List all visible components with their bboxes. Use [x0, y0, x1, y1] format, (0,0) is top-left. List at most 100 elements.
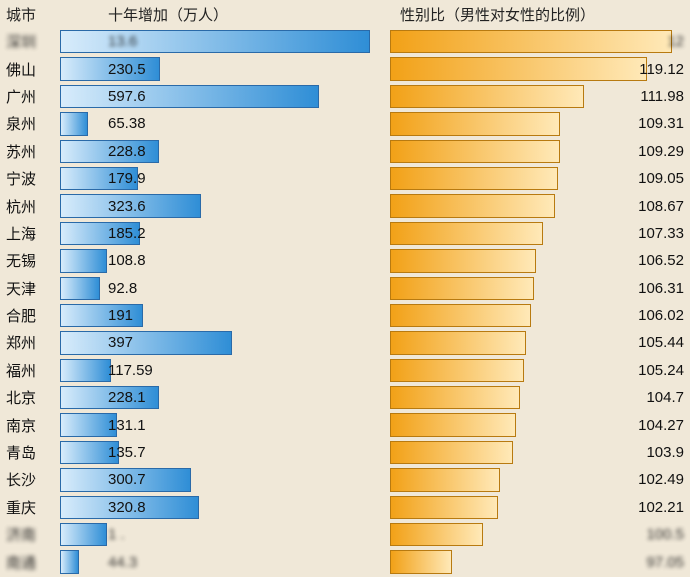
left-cell: 397 [60, 329, 390, 356]
left-value: 65.38 [60, 115, 146, 132]
right-cell: 108.67 [390, 192, 690, 219]
right-cell: 12 [390, 28, 690, 55]
header-city: 城市 [0, 4, 60, 25]
left-cell: 92.8 [60, 275, 390, 302]
right-cell: 102.21 [390, 494, 690, 521]
left-value: 230.5 [60, 61, 146, 78]
right-cell: 107.33 [390, 220, 690, 247]
city-label: 苏州 [0, 141, 60, 162]
right-value: 102.49 [638, 471, 690, 488]
right-value: 106.52 [638, 252, 690, 269]
left-cell: 597.6 [60, 83, 390, 110]
table-row: 杭州323.6 108.67 [0, 192, 690, 219]
city-label: 南京 [0, 415, 60, 436]
left-cell: 65.38 [60, 110, 390, 137]
left-value: 597.6 [60, 88, 146, 105]
right-value: 104.27 [638, 417, 690, 434]
right-bar [390, 468, 500, 491]
city-label: 天津 [0, 278, 60, 299]
left-cell: 228.8 [60, 138, 390, 165]
right-cell: 105.44 [390, 329, 690, 356]
table-row: 重庆320.8 102.21 [0, 494, 690, 521]
table-row: 天津92.8 106.31 [0, 275, 690, 302]
header-row: 城市 十年增加（万人） 性别比（男性对女性的比例） [0, 0, 690, 28]
city-label: 泉州 [0, 113, 60, 134]
table-row: 苏州228.8 109.29 [0, 138, 690, 165]
right-bar [390, 523, 483, 546]
left-value: 191 [60, 307, 133, 324]
city-label: 佛山 [0, 59, 60, 80]
table-row: 青岛135.7103.9 [0, 439, 690, 466]
right-bar [390, 413, 516, 436]
right-bar [390, 277, 534, 300]
left-value: 320.8 [60, 499, 146, 516]
city-label: 深圳 [0, 31, 60, 52]
right-value: 111.98 [640, 88, 690, 105]
right-value: 109.29 [638, 143, 690, 160]
city-label: 合肥 [0, 305, 60, 326]
city-label: 上海 [0, 223, 60, 244]
left-value: 300.7 [60, 471, 146, 488]
right-cell: 103.9 [390, 439, 690, 466]
left-value: 44.3 [60, 554, 137, 571]
right-value: 109.05 [638, 170, 690, 187]
right-cell: 106.31 [390, 275, 690, 302]
right-value: 103.9 [646, 444, 690, 461]
right-value: 108.67 [638, 198, 690, 215]
city-label: 南通 [0, 552, 60, 573]
right-value: 102.21 [638, 499, 690, 516]
left-cell: 185.2 [60, 220, 390, 247]
city-label: 长沙 [0, 469, 60, 490]
table-row: 广州597.6 111.98 [0, 83, 690, 110]
city-label: 杭州 [0, 196, 60, 217]
right-cell: 102.49 [390, 466, 690, 493]
left-cell: 13.6 [60, 28, 390, 55]
city-label: 郑州 [0, 332, 60, 353]
left-value: 185.2 [60, 225, 146, 242]
left-value: 179.9 [60, 170, 146, 187]
left-value: 131.1 [60, 417, 146, 434]
right-bar [390, 304, 531, 327]
right-cell: 97.05 [390, 548, 690, 575]
city-label: 宁波 [0, 168, 60, 189]
city-label: 福州 [0, 360, 60, 381]
table-row: 佛山230.5 119.12 [0, 55, 690, 82]
table-row: 深圳13.612 [0, 28, 690, 55]
table-row: 南京131.1 104.27 [0, 411, 690, 438]
table-row: 北京228.1 104.7 [0, 384, 690, 411]
table-row: 泉州65.38109.31 [0, 110, 690, 137]
table-row: 郑州397105.44 [0, 329, 690, 356]
header-right: 性别比（男性对女性的比例） [390, 4, 690, 25]
left-cell: 320.8 [60, 494, 390, 521]
table-row: 上海185.2 107.33 [0, 220, 690, 247]
city-label: 广州 [0, 86, 60, 107]
right-cell: 105.24 [390, 357, 690, 384]
right-bar [390, 441, 513, 464]
left-cell: 135.7 [60, 439, 390, 466]
right-cell: 119.12 [390, 55, 690, 82]
left-value: 228.1 [60, 389, 146, 406]
left-cell: 108.8 [60, 247, 390, 274]
table-row: 福州117.59105.24 [0, 357, 690, 384]
right-bar [390, 194, 555, 217]
left-cell: 230.5 [60, 55, 390, 82]
left-value: 1 . [60, 526, 125, 543]
right-value: 119.12 [639, 61, 690, 78]
right-cell: 109.05 [390, 165, 690, 192]
table-row: 合肥191106.02 [0, 302, 690, 329]
table-row: 宁波179.9 109.05 [0, 165, 690, 192]
dual-bar-chart: 城市 十年增加（万人） 性别比（男性对女性的比例） 深圳13.612佛山230.… [0, 0, 690, 577]
right-value: 97.05 [646, 554, 690, 571]
right-cell: 104.7 [390, 384, 690, 411]
city-label: 无锡 [0, 250, 60, 271]
city-label: 北京 [0, 387, 60, 408]
table-row: 南通44.3 97.05 [0, 548, 690, 575]
city-label: 济南 [0, 524, 60, 545]
left-cell: 323.6 [60, 192, 390, 219]
right-value: 106.31 [638, 280, 690, 297]
header-left: 十年增加（万人） [60, 4, 390, 25]
right-cell: 100.5 [390, 521, 690, 548]
right-value: 107.33 [638, 225, 690, 242]
city-label: 重庆 [0, 497, 60, 518]
left-cell: 117.59 [60, 357, 390, 384]
